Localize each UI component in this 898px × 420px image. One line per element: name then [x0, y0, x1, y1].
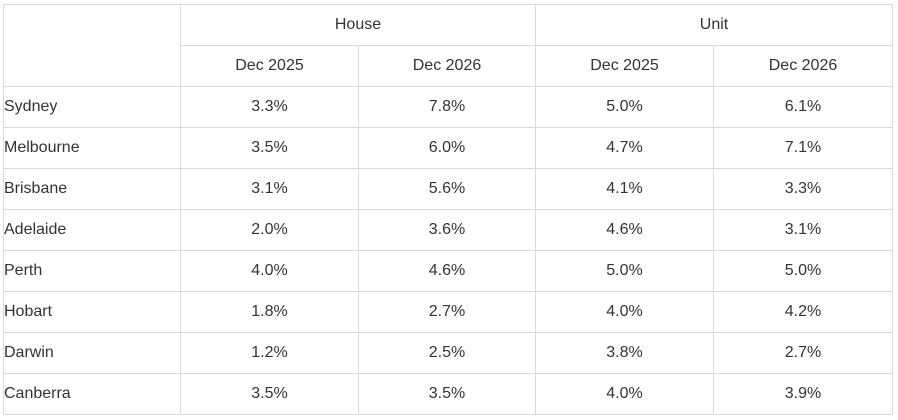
value-cell: 3.5% [180, 373, 359, 415]
value-cell: 6.0% [358, 127, 536, 169]
value-cell: 3.6% [358, 209, 536, 251]
table-row: Brisbane 3.1% 5.6% 4.1% 3.3% [3, 168, 894, 210]
value-cell: 1.2% [180, 332, 359, 374]
city-cell: Brisbane [3, 168, 181, 210]
value-cell: 6.1% [712, 86, 894, 128]
table-row: Hobart 1.8% 2.7% 4.0% 4.2% [3, 291, 894, 333]
city-cell: Melbourne [3, 127, 181, 169]
value-cell: 2.7% [712, 332, 894, 374]
value-cell: 3.3% [180, 86, 359, 128]
value-cell: 1.8% [180, 291, 359, 333]
city-cell: Sydney [3, 86, 181, 128]
table-row: Melbourne 3.5% 6.0% 4.7% 7.1% [3, 127, 894, 169]
period-header-unit-dec-2026: Dec 2026 [712, 45, 894, 87]
value-cell: 2.7% [358, 291, 536, 333]
value-cell: 3.1% [180, 168, 359, 210]
city-cell: Hobart [3, 291, 181, 333]
table-row: Canberra 3.5% 3.5% 4.0% 3.9% [3, 373, 894, 415]
value-cell: 2.5% [358, 332, 536, 374]
value-cell: 4.6% [358, 250, 536, 292]
value-cell: 5.0% [535, 86, 714, 128]
table-body: Sydney 3.3% 7.8% 5.0% 6.1% Melbourne 3.5… [3, 86, 894, 415]
value-cell: 2.0% [180, 209, 359, 251]
city-cell: Adelaide [3, 209, 181, 251]
value-cell: 4.6% [535, 209, 714, 251]
value-cell: 3.5% [180, 127, 359, 169]
value-cell: 3.8% [535, 332, 714, 374]
value-cell: 3.5% [358, 373, 536, 415]
value-cell: 3.1% [712, 209, 894, 251]
forecast-table: House Unit Dec 2025 Dec 2026 Dec 2025 De… [3, 4, 894, 415]
city-cell: Perth [3, 250, 181, 292]
value-cell: 5.0% [535, 250, 714, 292]
value-cell: 3.3% [712, 168, 894, 210]
corner-cell [3, 4, 181, 87]
group-header-unit: Unit [534, 4, 894, 46]
value-cell: 7.1% [712, 127, 894, 169]
value-cell: 4.1% [535, 168, 714, 210]
period-header-house-dec-2025: Dec 2025 [180, 45, 359, 87]
value-cell: 4.2% [712, 291, 894, 333]
value-cell: 5.0% [712, 250, 894, 292]
group-header-house: House [180, 4, 536, 46]
value-cell: 7.8% [358, 86, 536, 128]
value-cell: 4.7% [535, 127, 714, 169]
period-header-house-dec-2026: Dec 2026 [358, 45, 536, 87]
table-header: House Unit Dec 2025 Dec 2026 Dec 2025 De… [3, 4, 894, 87]
value-cell: 4.0% [180, 250, 359, 292]
period-header-row: Dec 2025 Dec 2026 Dec 2025 Dec 2026 [4, 45, 894, 87]
table-row: Sydney 3.3% 7.8% 5.0% 6.1% [3, 86, 894, 128]
value-cell: 4.0% [535, 373, 714, 415]
table-row: Perth 4.0% 4.6% 5.0% 5.0% [3, 250, 894, 292]
city-cell: Darwin [3, 332, 181, 374]
table-row: Adelaide 2.0% 3.6% 4.6% 3.1% [3, 209, 894, 251]
table-row: Darwin 1.2% 2.5% 3.8% 2.7% [3, 332, 894, 374]
period-header-unit-dec-2025: Dec 2025 [535, 45, 714, 87]
city-cell: Canberra [3, 373, 181, 415]
value-cell: 3.9% [712, 373, 894, 415]
value-cell: 4.0% [535, 291, 714, 333]
group-header-row: House Unit [3, 4, 894, 87]
value-cell: 5.6% [358, 168, 536, 210]
